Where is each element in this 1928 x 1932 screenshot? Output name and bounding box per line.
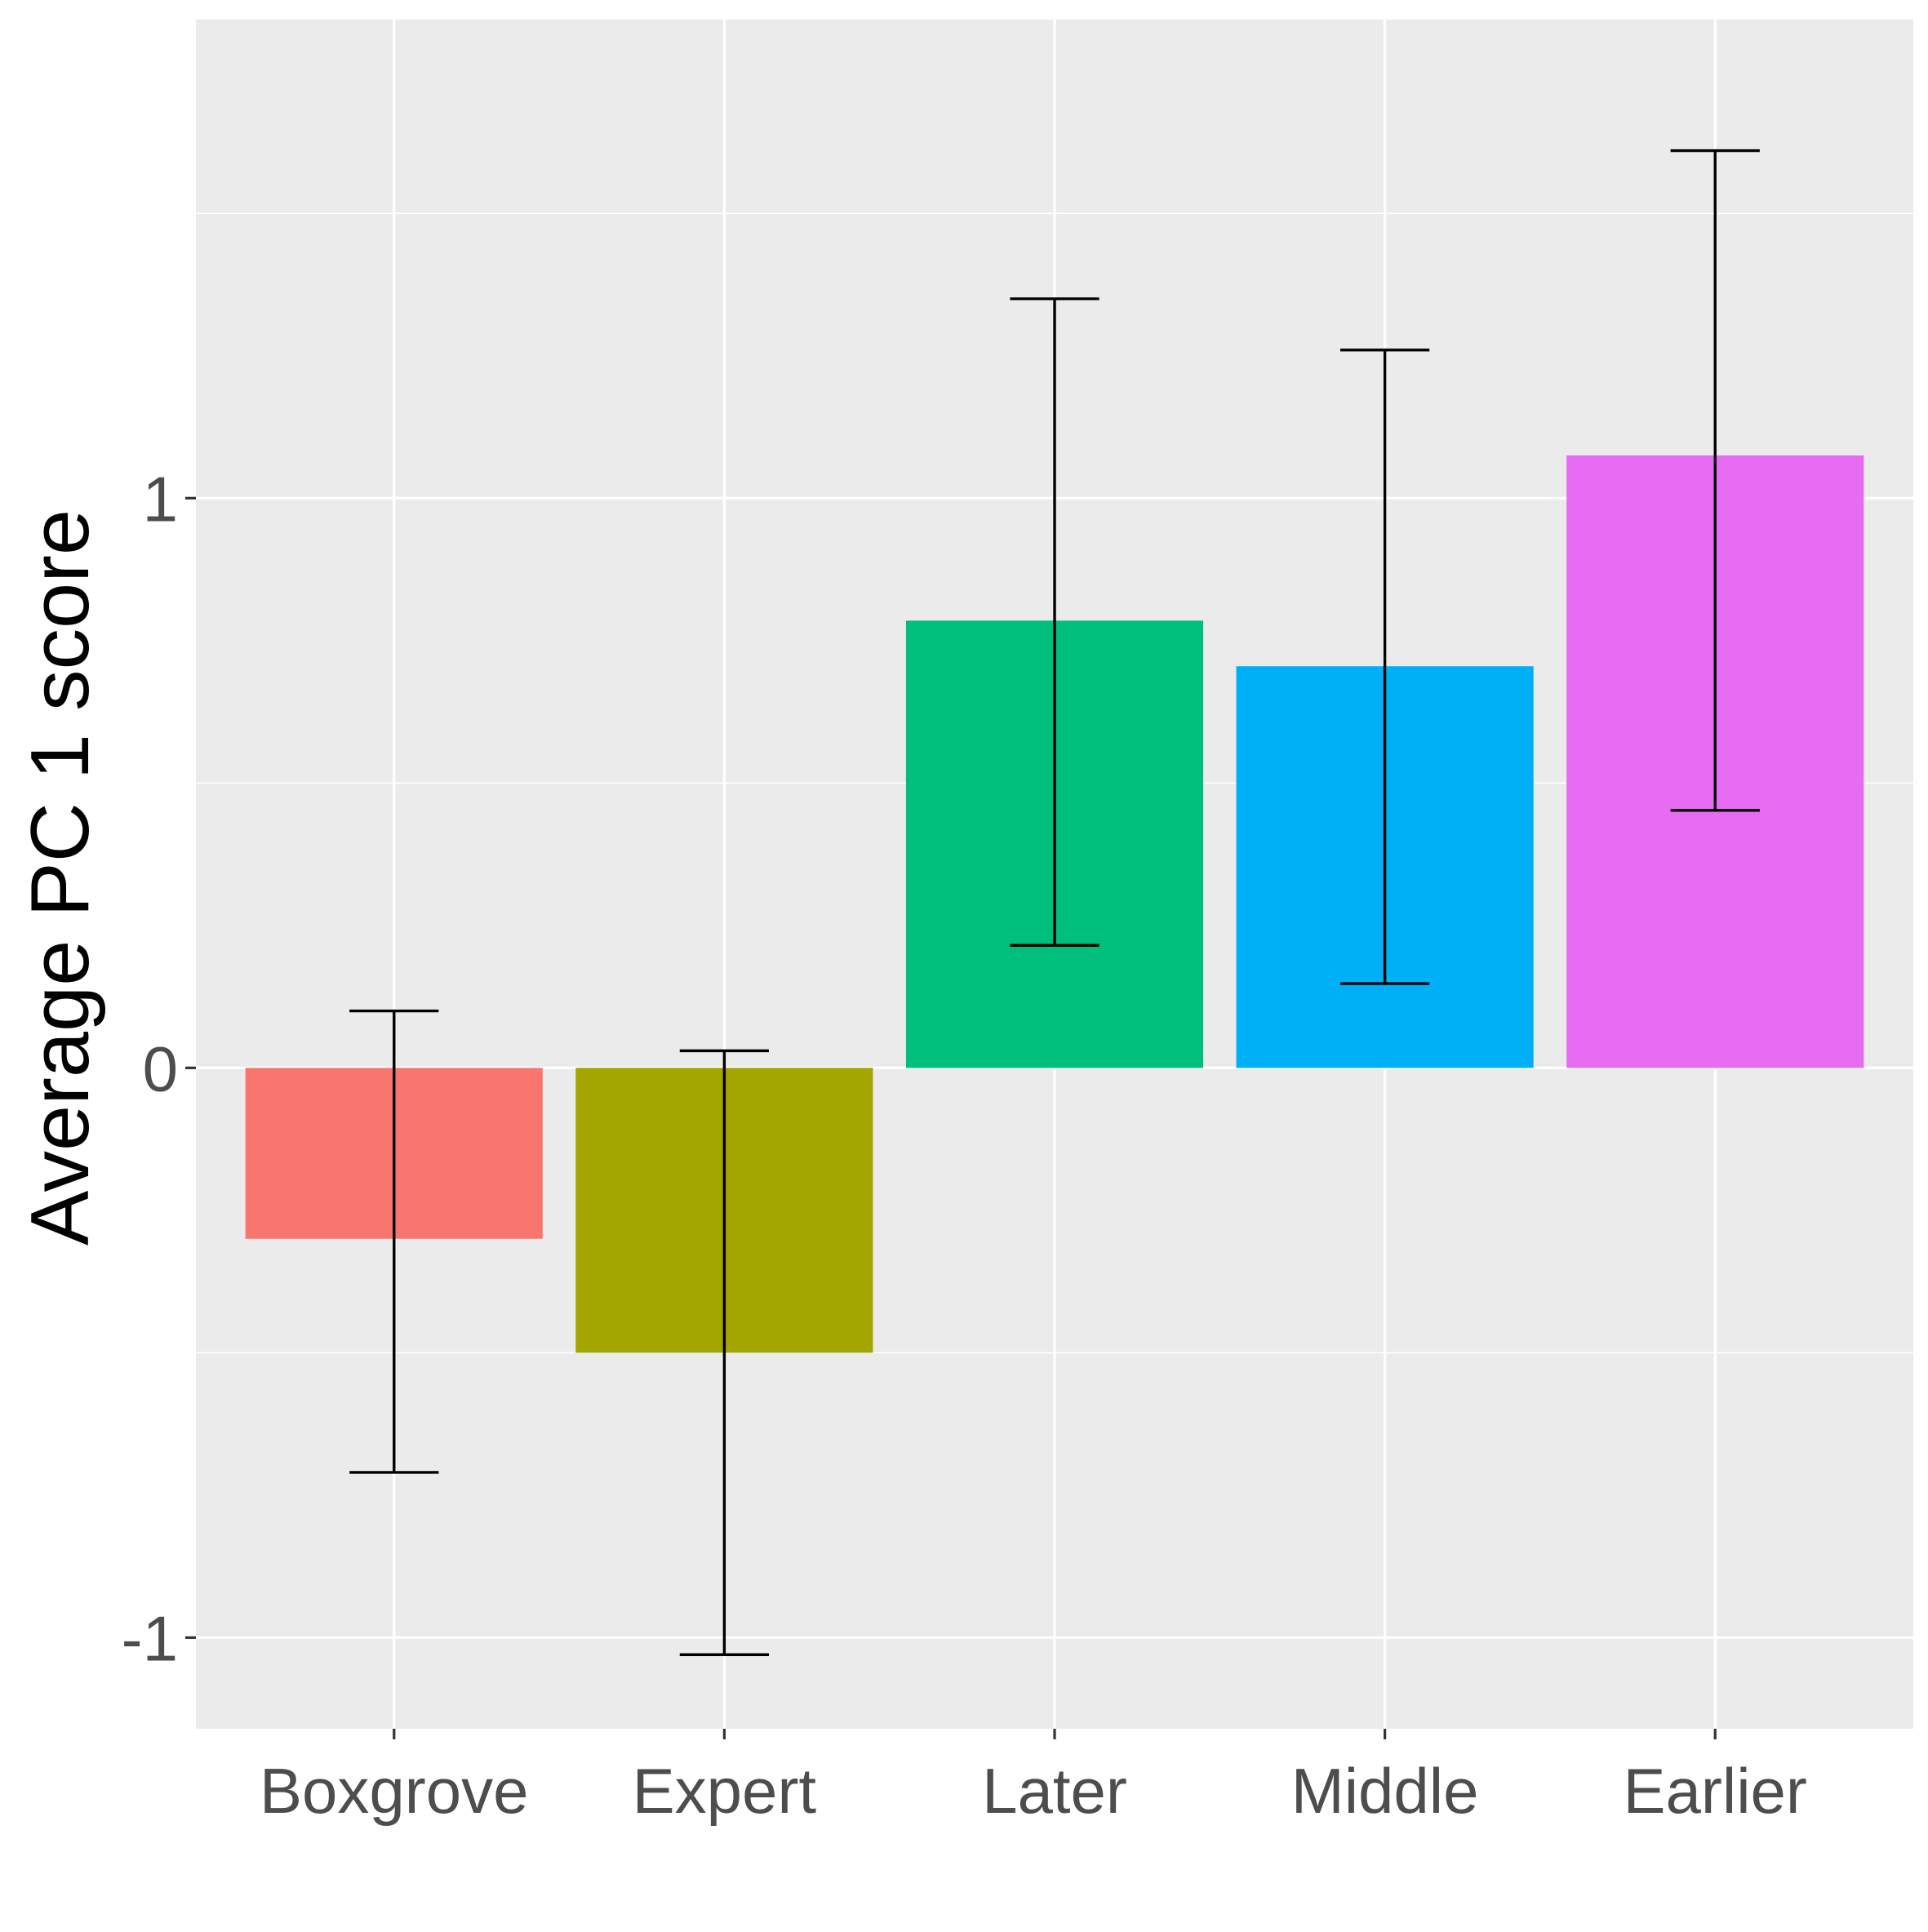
y-tick-label: 0: [143, 1033, 178, 1104]
x-tick-label: Expert: [633, 1755, 817, 1827]
error-bars: [349, 149, 1760, 1656]
error-bar-expert: [679, 1049, 770, 1656]
error-bar-earlier: [1670, 149, 1760, 812]
error-bar-boxgrove: [349, 1009, 439, 1474]
x-tick-label: Boxgrove: [260, 1755, 529, 1827]
error-bar-later: [1010, 297, 1099, 947]
y-axis-title: Average PC 1 score: [15, 509, 106, 1246]
error-bar-middle: [1339, 349, 1430, 985]
y-tick-label: -1: [122, 1602, 178, 1674]
x-axis: Boxgrove Expert Later Middle Earlier: [260, 1729, 1807, 1827]
x-tick-label: Later: [982, 1755, 1127, 1827]
x-tick-label: Middle: [1291, 1755, 1479, 1827]
y-axis: -1 0 1: [122, 463, 196, 1674]
y-tick-label: 1: [143, 463, 178, 535]
x-tick-label: Earlier: [1624, 1755, 1807, 1827]
